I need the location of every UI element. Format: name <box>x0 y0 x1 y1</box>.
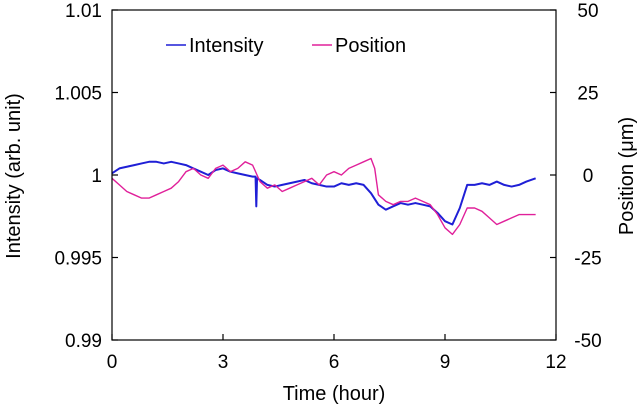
y-right-tick-label-4: 50 <box>577 1 598 22</box>
y-left-tick-label-1: 0.995 <box>54 249 102 270</box>
y-right-tick-label-1: -25 <box>574 249 601 270</box>
y-right-tick-label-2: 0 <box>583 166 594 187</box>
series-layer <box>111 157 536 236</box>
x-tick-label-3: 9 <box>440 352 451 373</box>
y-right-tick-label-3: 25 <box>577 84 598 105</box>
x-tick-label-2: 6 <box>329 352 340 373</box>
series-line-intensity <box>111 160 536 226</box>
y-right-tick-label-0: -50 <box>574 331 601 352</box>
x-tick-label-4: 12 <box>545 352 566 373</box>
y-left-tick-label-2: 1 <box>91 166 102 187</box>
x-tick-label-1: 3 <box>218 352 229 373</box>
ticks-layer: 0 3 6 9 12 0.99 0.995 1 1.005 1.01 -50 -25 0 25 50 <box>54 1 601 373</box>
x-tick-label-0: 0 <box>107 352 118 373</box>
legend-label-position: Position <box>335 35 406 57</box>
plot-area-frame <box>111 9 557 341</box>
series-line-position <box>111 157 536 236</box>
y-right-axis-title: Position (μm) <box>616 117 638 235</box>
legend: Intensity Position <box>166 35 406 57</box>
y-left-axis-title: Intensity (arb. unit) <box>3 93 25 259</box>
y-left-tick-label-3: 1.005 <box>54 84 102 105</box>
legend-label-intensity: Intensity <box>189 35 263 57</box>
x-axis-title: Time (hour) <box>283 383 386 405</box>
y-left-tick-label-0: 0.99 <box>65 331 102 352</box>
y-left-tick-label-4: 1.01 <box>65 1 102 22</box>
